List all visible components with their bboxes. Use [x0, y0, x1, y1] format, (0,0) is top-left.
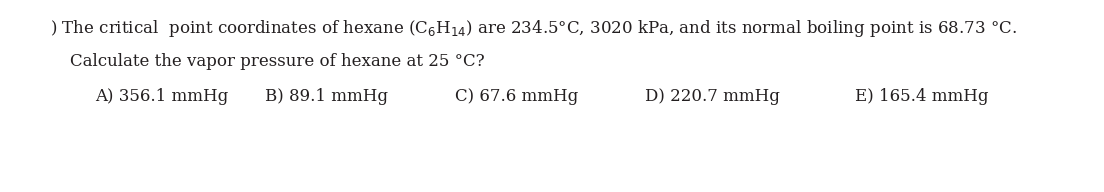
Text: E) 165.4 mmHg: E) 165.4 mmHg — [854, 88, 988, 105]
Text: A) 356.1 mmHg: A) 356.1 mmHg — [95, 88, 229, 105]
Text: C) 67.6 mmHg: C) 67.6 mmHg — [455, 88, 578, 105]
Text: D) 220.7 mmHg: D) 220.7 mmHg — [645, 88, 779, 105]
Text: B) 89.1 mmHg: B) 89.1 mmHg — [265, 88, 388, 105]
Text: Calculate the vapor pressure of hexane at 25 °C?: Calculate the vapor pressure of hexane a… — [70, 53, 485, 70]
Text: ) The critical  point coordinates of hexane (C$_6$H$_{14}$) are 234.5°C, 3020 kP: ) The critical point coordinates of hexa… — [50, 18, 1017, 39]
